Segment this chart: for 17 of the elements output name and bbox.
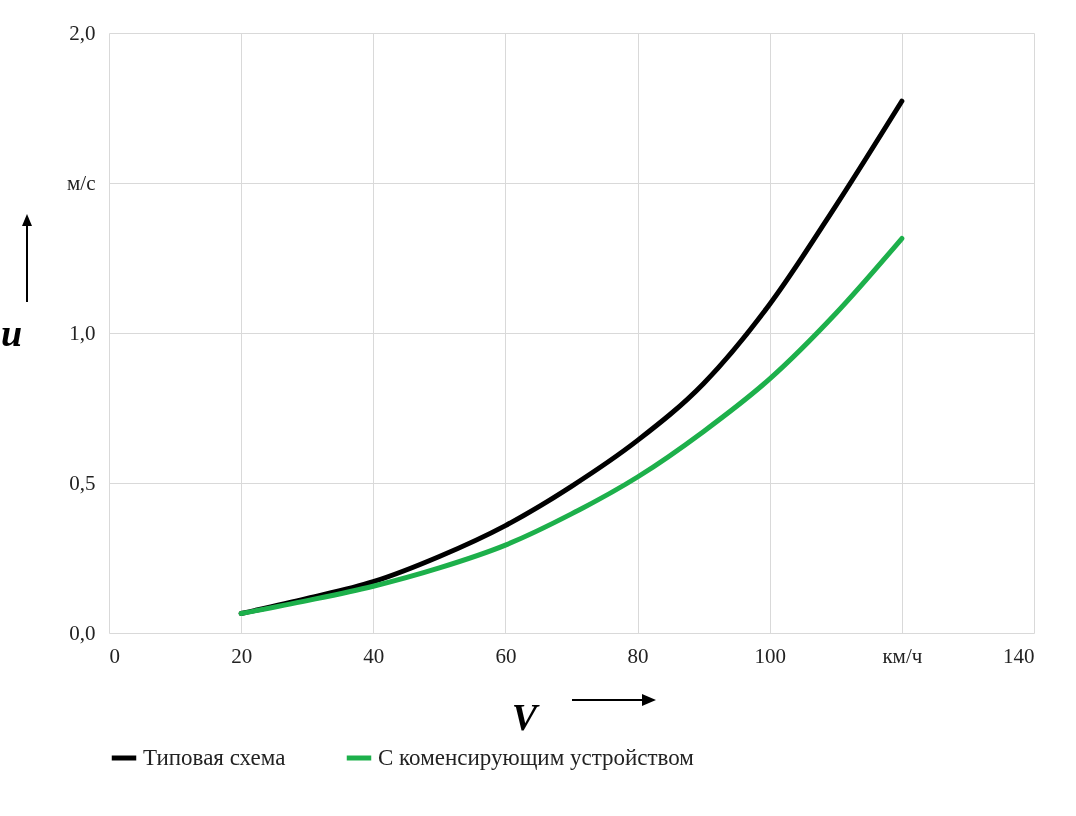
x-tick-label: км/ч <box>882 643 923 668</box>
y-axis-title: u <box>0 311 23 354</box>
x-tick-label: 140 <box>1003 643 1035 668</box>
x-tick-label: 80 <box>627 643 649 668</box>
legend-label: Типовая схема <box>143 745 286 770</box>
x-tick-label: 60 <box>495 643 517 668</box>
y-tick-label: 0,0 <box>69 620 96 645</box>
y-tick-label: 2,0 <box>69 20 96 45</box>
y-tick-label: 1,0 <box>69 320 96 345</box>
y-tick-label: 0,5 <box>69 470 96 495</box>
x-tick-label: 40 <box>363 643 385 668</box>
x-axis-title: V <box>511 695 540 738</box>
x-tick-label: 0 <box>109 643 120 668</box>
y-tick-label: м/с <box>67 170 96 195</box>
x-tick-label: 20 <box>231 643 253 668</box>
x-tick-label: 100 <box>754 643 786 668</box>
legend-label: С коменсирующим устройством <box>378 745 695 770</box>
